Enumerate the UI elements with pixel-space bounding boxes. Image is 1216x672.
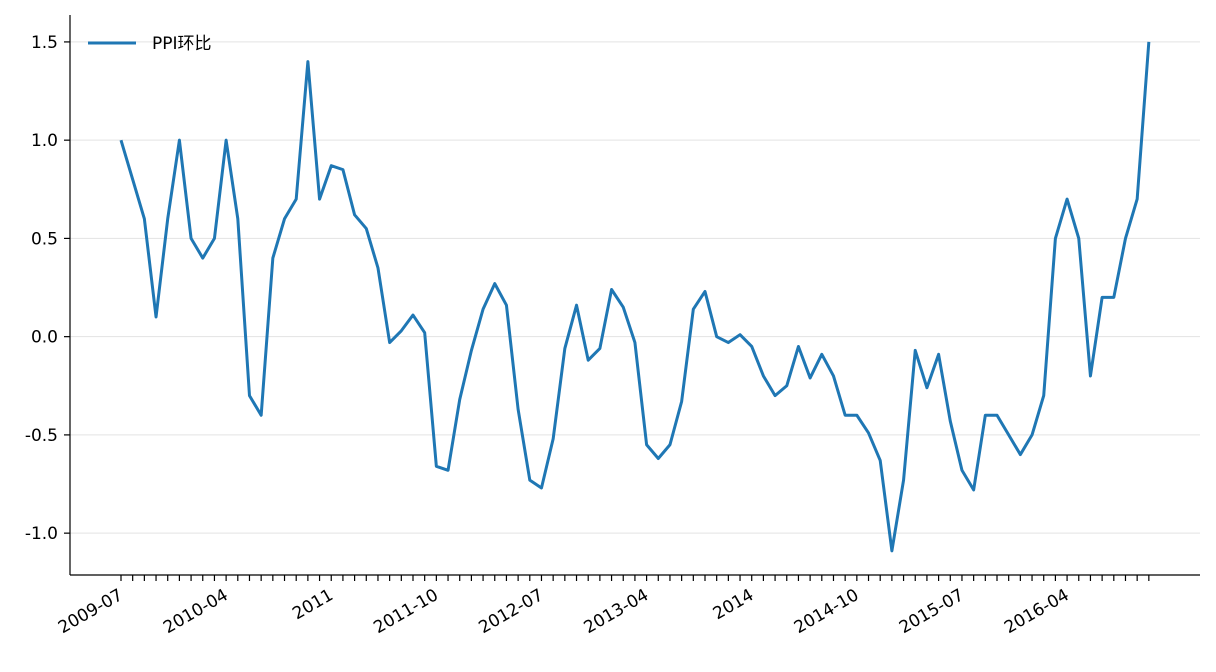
x-tick-label: 2011-10 (370, 585, 442, 638)
x-tick-label: 2011 (289, 585, 336, 624)
x-tick-label: 2009-07 (55, 585, 127, 638)
x-tick-label: 2013-04 (581, 585, 653, 638)
x-tick-label: 2014-10 (791, 585, 863, 638)
y-tick-label: -1.0 (25, 524, 58, 544)
x-tick-label: 2015-07 (896, 585, 968, 638)
y-tick-label: -0.5 (25, 426, 58, 446)
x-tick-label: 2014 (710, 585, 757, 624)
data-line (119, 41, 1151, 553)
x-tick-label: 2012-07 (475, 585, 547, 638)
y-tick-label: 0.5 (31, 229, 58, 249)
legend-label: PPI环比 (152, 34, 212, 54)
y-tick-label: 1.5 (31, 33, 58, 53)
x-tick-label: 2016-04 (1001, 585, 1073, 638)
x-tick-label: 2010-04 (160, 585, 232, 638)
y-tick-label: 0.0 (31, 328, 58, 348)
y-tick-label: 1.0 (31, 131, 58, 151)
